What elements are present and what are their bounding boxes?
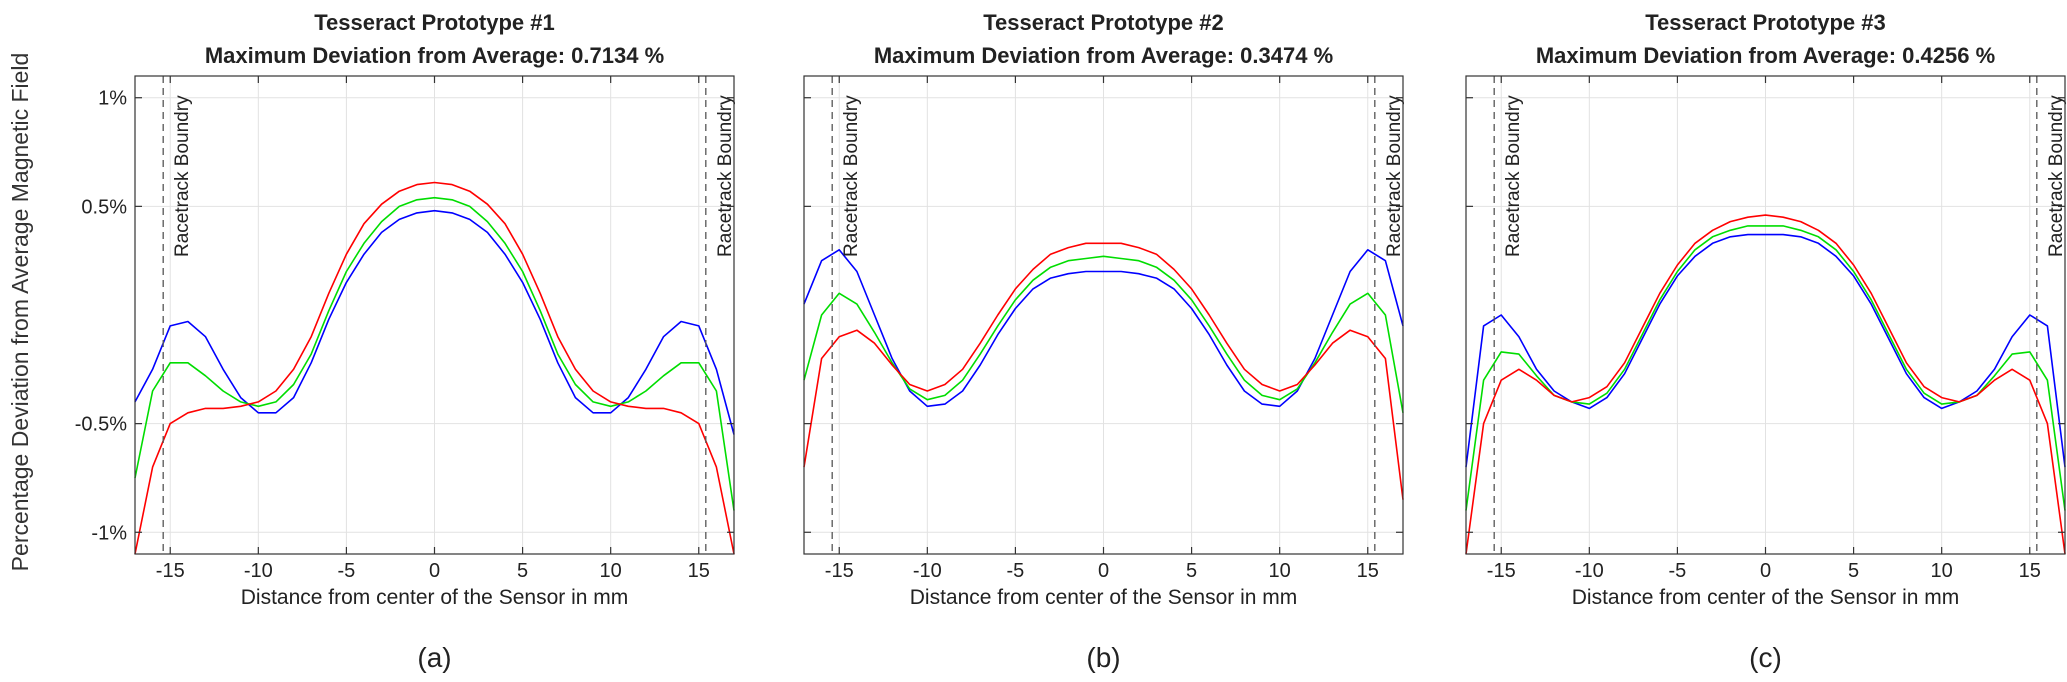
- x-tick-label: 15: [2019, 560, 2041, 582]
- x-tick-label: 5: [1848, 560, 1859, 582]
- chart-2: Racetrack Boundry Racetrack Boundry -15 -10…: [803, 10, 1405, 673]
- chart-subtitle: Maximum Deviation from Average: 0.3474 %: [874, 43, 1333, 68]
- chart-title: Tesseract Prototype #2: [983, 10, 1223, 35]
- x-tick-label: 0: [1760, 560, 1771, 582]
- chart-title: Tesseract Prototype #3: [1645, 10, 1885, 35]
- x-tick-label: -15: [825, 560, 854, 582]
- x-tick-label: -15: [156, 560, 185, 582]
- chart-3: Racetrack Boundry Racetrack Boundry -15 -10…: [1465, 10, 2067, 673]
- x-tick-label: -5: [338, 560, 356, 582]
- racetrack-boundary-label: Racetrack Boundry: [841, 95, 862, 257]
- racetrack-boundary-label: Racetrack Boundry: [172, 95, 193, 257]
- series-line-green: [134, 196, 735, 511]
- y-tick-label: 0.5%: [81, 196, 127, 218]
- x-axis-label: Distance from center of the Sensor in mm: [1572, 586, 1960, 609]
- series-line-blue: [1465, 233, 2066, 468]
- x-tick-label: 10: [1931, 560, 1953, 582]
- chart-1: Racetrack Boundry Racetrack Boundry -15 -10…: [75, 10, 736, 673]
- racetrack-boundary-label: Racetrack Boundry: [1503, 95, 1524, 257]
- x-tick-label: 5: [1186, 560, 1197, 582]
- chart-title: Tesseract Prototype #1: [314, 10, 554, 35]
- series-line-blue: [134, 209, 735, 435]
- x-tick-label: 0: [1098, 560, 1109, 582]
- x-axis-label: Distance from center of the Sensor in mm: [910, 586, 1298, 609]
- series-line-red: [134, 181, 735, 555]
- y-axis-label: Percentage Deviation from Average Magnet…: [7, 53, 33, 572]
- x-tick-label: -5: [1007, 560, 1025, 582]
- x-tick-label: -10: [244, 560, 273, 582]
- racetrack-boundary-label: Racetrack Boundry: [2046, 95, 2067, 257]
- y-tick-label: -1%: [91, 522, 127, 544]
- panel-caption: (a): [417, 642, 451, 673]
- x-axis-label: Distance from center of the Sensor in mm: [241, 586, 629, 609]
- x-tick-label: 0: [429, 560, 440, 582]
- x-tick-label: 10: [1269, 560, 1291, 582]
- charts: Racetrack Boundry Racetrack Boundry -15 -10…: [75, 10, 2067, 673]
- x-tick-label: 15: [1357, 560, 1379, 582]
- series-line-red: [1465, 214, 2066, 555]
- y-tick-label: 1%: [98, 88, 127, 110]
- y-tick-label: -0.5%: [75, 414, 127, 436]
- chart-subtitle: Maximum Deviation from Average: 0.4256 %: [1536, 43, 1995, 68]
- x-tick-label: 15: [688, 560, 710, 582]
- panel-caption: (c): [1749, 642, 1782, 673]
- racetrack-boundary-label: Racetrack Boundry: [1384, 95, 1405, 257]
- x-tick-label: 5: [517, 560, 528, 582]
- x-tick-label: -10: [913, 560, 942, 582]
- chart-subtitle: Maximum Deviation from Average: 0.7134 %: [205, 43, 664, 68]
- series-line-red: [803, 242, 1404, 500]
- x-tick-label: -10: [1575, 560, 1604, 582]
- x-tick-label: 10: [600, 560, 622, 582]
- x-tick-label: -15: [1487, 560, 1516, 582]
- panel-caption: (b): [1086, 642, 1120, 673]
- series-line-green: [803, 255, 1404, 413]
- racetrack-boundary-label: Racetrack Boundry: [715, 95, 736, 257]
- x-tick-label: -5: [1669, 560, 1687, 582]
